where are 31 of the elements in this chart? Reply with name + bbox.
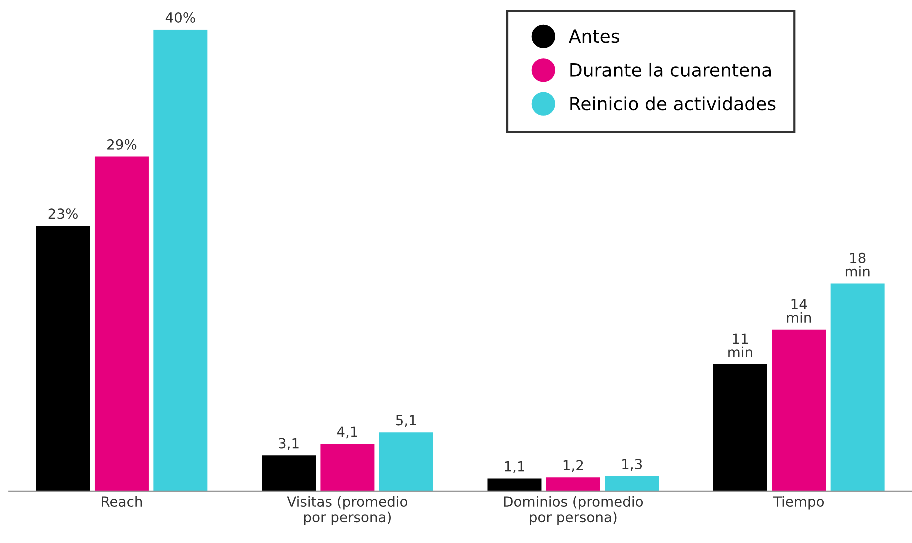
data-label: 3,1	[279, 438, 299, 450]
data-label: 5,1	[396, 415, 416, 428]
data-label: 23%	[48, 208, 78, 220]
data-label: 1,2	[564, 460, 584, 472]
x-tick-label: Reach	[102, 496, 142, 508]
bar	[379, 432, 434, 492]
bar	[488, 478, 542, 492]
data-label: 18 min	[846, 252, 870, 277]
data-label: 29%	[108, 139, 137, 150]
legend-label: Antes	[569, 30, 620, 44]
bar	[320, 444, 375, 492]
data-label: 1,1	[505, 462, 524, 474]
data-label: 14 min	[787, 299, 812, 323]
data-label: 40%	[166, 12, 196, 24]
bar	[94, 156, 149, 492]
data-label: 4,1	[337, 426, 358, 439]
data-label: 11 min	[728, 334, 752, 358]
bar	[154, 30, 208, 492]
bar	[36, 226, 90, 492]
bar	[713, 364, 768, 492]
bar	[830, 284, 885, 492]
bar	[262, 456, 316, 492]
x-tick-label: Visitas (promedio por persona)	[287, 496, 408, 526]
x-tick-label: Tiempo	[773, 496, 824, 510]
bar	[772, 330, 826, 492]
data-label: 1,3	[622, 459, 642, 471]
x-tick-label: Dominios (promedio por persona)	[504, 496, 644, 526]
bar	[605, 476, 660, 492]
legend-label: Durante la cuarentena	[570, 62, 772, 77]
legend-label: Reinicio de actividades	[570, 96, 776, 111]
bar	[546, 478, 600, 492]
